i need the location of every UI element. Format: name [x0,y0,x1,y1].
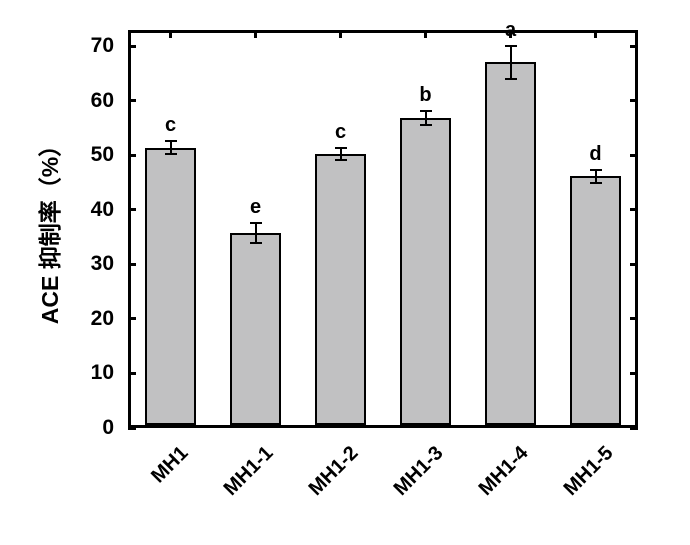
bar [315,154,366,425]
error-bar [425,111,427,125]
y-tick-label: 40 [74,198,114,222]
y-tick-right [630,154,638,157]
error-bar [255,223,257,243]
y-axis-label: ACE 抑制率（%） [31,134,65,324]
error-cap [590,169,602,171]
y-tick [128,263,136,266]
y-tick [128,317,136,320]
x-tick-label: MH1-3 [389,442,448,501]
y-tick-label: 60 [74,89,114,113]
y-tick [128,427,136,430]
y-tick-label: 20 [74,307,114,331]
y-tick-right [630,317,638,320]
error-cap [505,78,517,80]
error-bar [510,46,512,79]
y-tick-label: 50 [74,143,114,167]
y-tick-label: 10 [74,361,114,385]
y-tick-right [630,99,638,102]
y-tick-right [630,45,638,48]
y-tick [128,208,136,211]
x-tick-label: MH1-2 [304,442,363,501]
error-cap [250,222,262,224]
bar [230,233,281,425]
error-cap [335,147,347,149]
x-tick-label: MH1-1 [219,442,278,501]
error-cap [590,182,602,184]
significance-label: a [505,19,516,42]
error-cap [250,242,262,244]
y-tick [128,372,136,375]
error-cap [505,45,517,47]
y-tick-right [630,372,638,375]
y-tick [128,45,136,48]
error-cap [165,140,177,142]
x-tick-label: MH1 [147,442,193,488]
bar [145,148,196,425]
bar [570,176,621,425]
significance-label: d [589,143,601,166]
error-cap [165,153,177,155]
y-tick [128,154,136,157]
y-tick-right [630,427,638,430]
x-tick-top [424,30,427,38]
y-tick-label: 30 [74,252,114,276]
significance-label: b [419,84,431,107]
error-cap [420,124,432,126]
y-tick-right [630,263,638,266]
y-tick-right [630,208,638,211]
axis-frame [128,30,638,428]
error-cap [420,110,432,112]
significance-label: c [165,114,176,137]
y-tick-label: 0 [74,416,114,440]
x-tick-top [594,30,597,38]
y-tick [128,99,136,102]
x-tick-top [254,30,257,38]
y-tick-label: 70 [74,34,114,58]
error-cap [335,159,347,161]
x-tick-label: MH1-4 [474,442,533,501]
significance-label: e [250,196,261,219]
x-tick-top [169,30,172,38]
bar [485,62,536,425]
bar-chart [128,30,638,428]
bar [400,118,451,425]
x-tick-label: MH1-5 [559,442,618,501]
significance-label: c [335,121,346,144]
x-tick-top [339,30,342,38]
